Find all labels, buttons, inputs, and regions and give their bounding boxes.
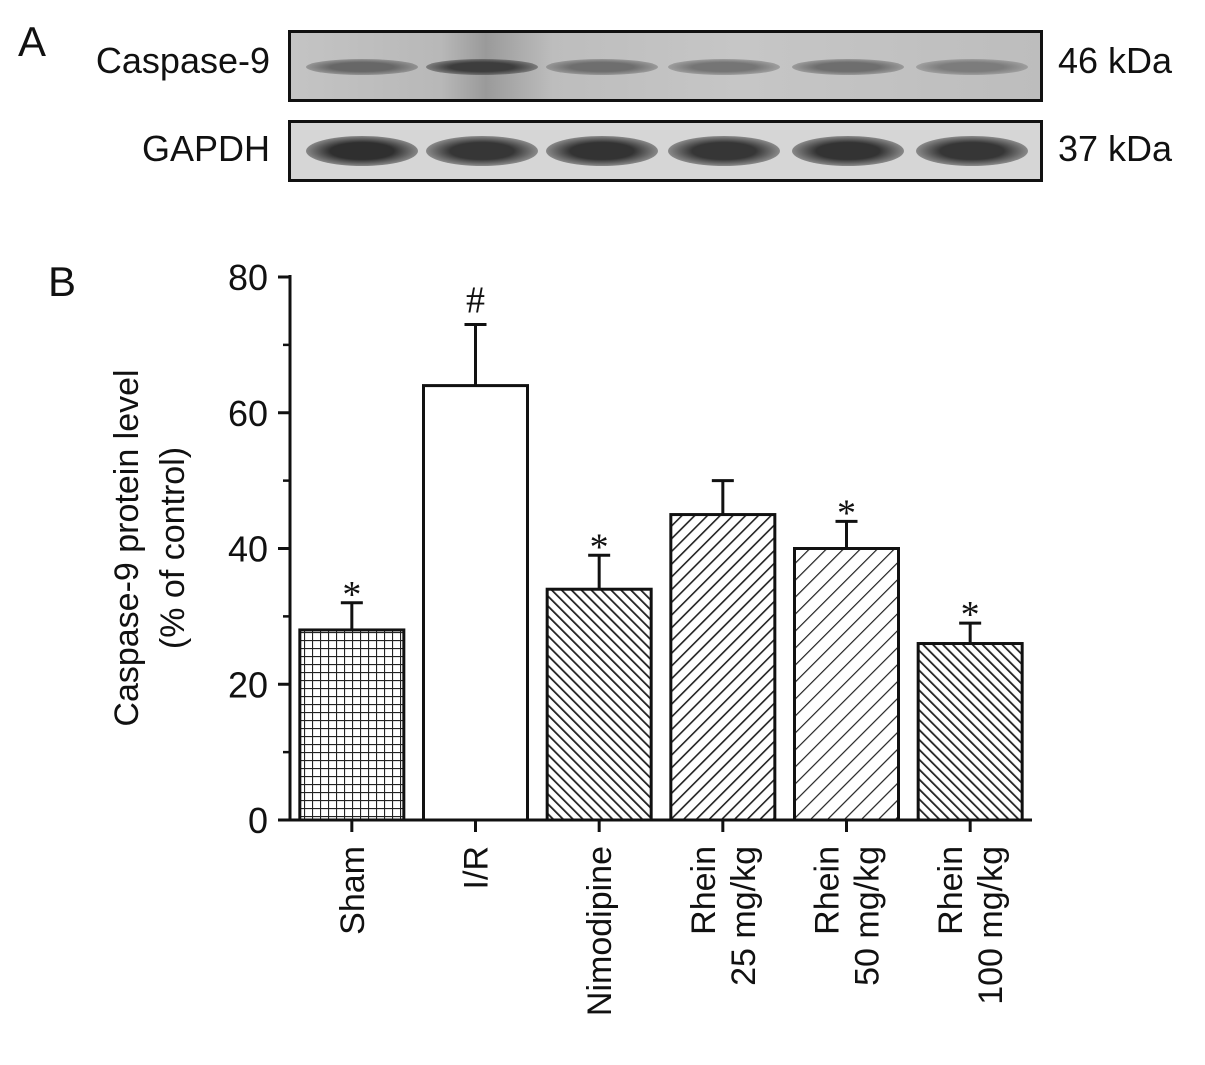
bar (916, 642, 1024, 822)
blot-band (668, 136, 780, 166)
significance-marker: * (590, 526, 609, 568)
y-tick-label: 80 (228, 257, 268, 298)
blot-band (426, 59, 538, 75)
panel-label-a: A (18, 18, 47, 65)
blot-band (916, 136, 1028, 166)
y-tick-label: 0 (248, 800, 268, 841)
category-label: Rhein (932, 846, 970, 935)
panel-label-b: B (48, 258, 77, 305)
blot-label-gapdh: GAPDH (141, 128, 270, 169)
y-axis-label: Caspase-9 protein level (108, 369, 146, 726)
bar (298, 628, 406, 822)
y-axis-label: (% of control) (154, 447, 192, 649)
gapdh-blot-strip (288, 120, 1043, 182)
blot-size-gapdh: 37 kDa (1058, 128, 1173, 169)
significance-marker: * (837, 492, 856, 534)
category-label: Sham (334, 846, 372, 935)
blot-band (426, 136, 538, 166)
blot-band (546, 59, 658, 75)
blot-band (668, 59, 780, 75)
significance-marker: * (342, 574, 361, 616)
caspase9-blot-strip (288, 30, 1043, 102)
bar (422, 384, 529, 822)
blot-size-caspase9: 46 kDa (1058, 40, 1173, 81)
y-tick-label: 40 (228, 529, 268, 570)
category-label: 50 mg/kg (849, 846, 887, 986)
bar (793, 547, 900, 822)
significance-marker: # (466, 280, 485, 322)
blot-band (916, 59, 1028, 75)
category-label: Rhein (685, 846, 723, 935)
significance-marker: * (961, 594, 980, 636)
category-label: 25 mg/kg (725, 846, 763, 986)
category-label: Rhein (809, 846, 847, 935)
category-label: I/R (458, 846, 496, 889)
blot-band (306, 136, 418, 166)
blot-band (306, 59, 418, 75)
blot-band (792, 136, 904, 166)
category-label: Nimodipine (581, 846, 619, 1016)
blot-band (792, 59, 904, 75)
bar (545, 587, 653, 822)
bar (669, 513, 777, 822)
y-tick-label: 20 (228, 664, 268, 705)
blot-band (546, 136, 658, 166)
y-tick-label: 60 (228, 393, 268, 434)
category-label: 100 mg/kg (972, 846, 1010, 1005)
blot-label-caspase9: Caspase-9 (95, 40, 270, 81)
